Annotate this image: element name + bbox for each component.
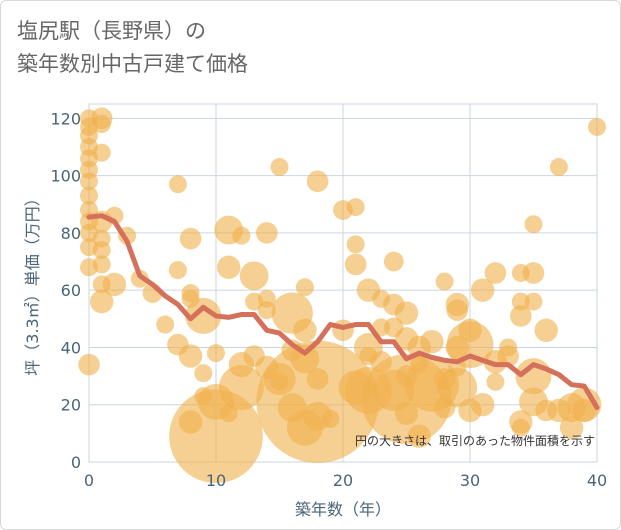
bubble-point bbox=[524, 292, 543, 311]
bubble-point bbox=[572, 398, 596, 423]
bubble-point bbox=[446, 321, 494, 368]
bubble-point bbox=[219, 404, 238, 423]
bubble-point bbox=[78, 353, 100, 376]
chart-title: 塩尻駅（長野県）の 築年数別中古戸建て価格 bbox=[17, 15, 248, 81]
bubble-point bbox=[407, 424, 431, 448]
bubble-point bbox=[437, 367, 478, 408]
bubble-point bbox=[394, 401, 419, 426]
bubble-layer bbox=[78, 107, 606, 484]
bubble-point bbox=[156, 315, 175, 334]
bubble-point bbox=[588, 117, 606, 136]
bubble-point bbox=[524, 215, 543, 234]
bubble-point bbox=[168, 261, 187, 280]
bubble-point bbox=[90, 289, 114, 314]
bubble-point bbox=[207, 344, 225, 363]
bubble-point bbox=[293, 318, 317, 342]
bubble-point bbox=[446, 299, 469, 322]
bubble-point bbox=[92, 255, 111, 274]
x-tick-label: 0 bbox=[84, 471, 94, 490]
bubble-point bbox=[486, 372, 505, 391]
bubble-point bbox=[92, 115, 111, 134]
y-tick-label: 120 bbox=[50, 109, 81, 128]
bubble-point bbox=[471, 278, 495, 302]
bubble-point bbox=[92, 143, 111, 162]
bubble-point bbox=[510, 305, 532, 327]
bubble-point bbox=[178, 344, 203, 368]
bubble-point bbox=[194, 364, 213, 383]
bubble-point bbox=[257, 301, 276, 320]
bubble-point bbox=[80, 186, 98, 205]
bubble-point bbox=[185, 297, 222, 334]
x-tick-label: 30 bbox=[460, 471, 480, 490]
x-tick-label: 40 bbox=[587, 471, 607, 490]
y-tick-label: 100 bbox=[50, 167, 81, 186]
x-tick-label: 20 bbox=[333, 471, 353, 490]
bubble-point bbox=[169, 389, 263, 484]
bubble-point bbox=[306, 170, 329, 193]
bubble-point bbox=[217, 255, 241, 279]
bubble-point bbox=[383, 251, 404, 272]
y-tick-label: 60 bbox=[61, 281, 81, 300]
bubble-point bbox=[511, 292, 530, 311]
bubble-point bbox=[522, 262, 545, 284]
bubble-point bbox=[394, 301, 419, 325]
bubble-point bbox=[497, 345, 519, 367]
bubble-point bbox=[321, 410, 340, 429]
bubble-point bbox=[420, 330, 444, 354]
bubble-point bbox=[255, 222, 278, 244]
bubble-point bbox=[232, 226, 251, 245]
bubble-point bbox=[168, 175, 187, 194]
bubble-point bbox=[534, 318, 558, 342]
bubble-point bbox=[511, 418, 530, 437]
bubble-point bbox=[344, 253, 367, 276]
bubble-point bbox=[471, 393, 495, 417]
size-legend-note: 円の大きさは、取引のあった物件面積を示す bbox=[355, 433, 595, 448]
bubble-point bbox=[559, 415, 584, 440]
bubble-point bbox=[295, 278, 314, 297]
bubble-point bbox=[270, 158, 289, 177]
bubble-point bbox=[346, 198, 365, 217]
average-line-layer bbox=[86, 213, 600, 411]
bubble-point bbox=[218, 365, 264, 411]
bubble-point bbox=[484, 262, 507, 284]
bubble-point bbox=[80, 172, 98, 191]
bubble-point bbox=[102, 272, 127, 297]
y-tick-label: 20 bbox=[61, 396, 81, 415]
y-tick-label: 80 bbox=[61, 224, 81, 243]
y-axis-label: 坪（3.3㎡）単価（万円） bbox=[23, 190, 42, 375]
bubble-point bbox=[179, 227, 202, 250]
bubble-point bbox=[435, 272, 454, 291]
y-tick-label: 40 bbox=[61, 338, 81, 357]
bubble-point bbox=[92, 241, 111, 260]
average-price-line bbox=[86, 213, 600, 411]
chart-title-line-1: 塩尻駅（長野県）の bbox=[17, 19, 206, 43]
bubble-point bbox=[346, 235, 365, 254]
chart-title-line-2: 築年数別中古戸建て価格 bbox=[17, 52, 248, 76]
y-tick-label: 0 bbox=[71, 453, 81, 472]
bubble-point bbox=[239, 261, 269, 291]
axis-ticks: 0 10 20 30 40 0 20 40 60 80 100 120 bbox=[50, 109, 607, 490]
bubble-point bbox=[549, 158, 568, 177]
x-axis-label: 築年数（年） bbox=[295, 500, 391, 519]
bubble-point bbox=[332, 319, 354, 342]
x-tick-label: 10 bbox=[206, 471, 226, 490]
